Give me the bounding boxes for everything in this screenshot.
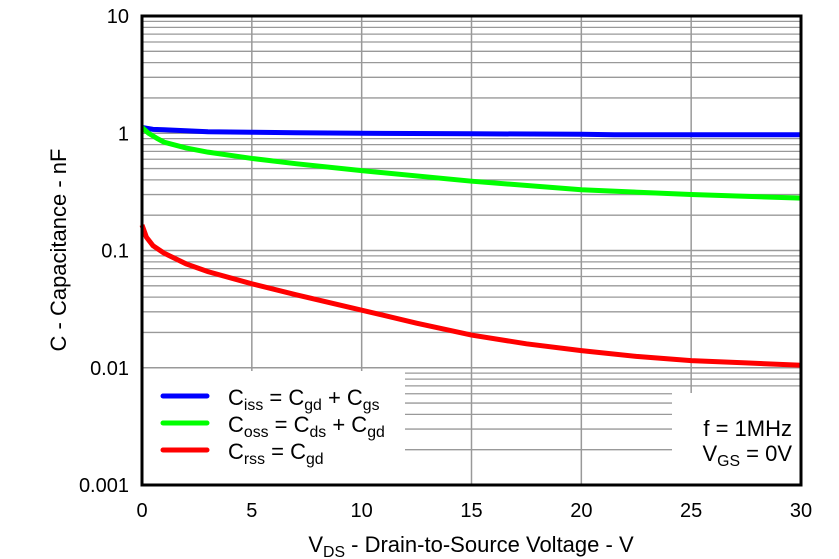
legend-box <box>143 371 405 484</box>
y-tick-label: 10 <box>107 6 129 28</box>
annotation-frequency: f = 1MHz <box>703 416 792 441</box>
series-lines <box>139 125 802 368</box>
x-axis-label: VDS - Drain-to-Source Voltage - V <box>308 532 634 559</box>
legend-label: Ciss = Cgd + Cgs <box>228 385 380 414</box>
annotation-vgs: VGS = 0V <box>702 441 792 470</box>
legend-label: Coss = Cds + Cgd <box>228 412 385 441</box>
legend-label: Crss = Cgd <box>228 439 324 468</box>
plot-frame <box>140 14 803 487</box>
x-tick-label: 30 <box>790 500 812 522</box>
x-tick-label: 25 <box>680 500 702 522</box>
y-tick-label: 1 <box>118 123 129 145</box>
x-tick-label: 5 <box>246 500 257 522</box>
x-tick-label: 0 <box>136 500 147 522</box>
y-tick-label: 0.1 <box>101 241 129 263</box>
x-tick-label: 10 <box>351 500 373 522</box>
tick-labels: 0 5 10 15 20 25 30 0.001 0.01 0.1 1 10 <box>79 6 812 522</box>
annotation-box <box>672 393 800 484</box>
series-line <box>141 125 801 138</box>
x-tick-label: 15 <box>460 500 482 522</box>
y-tick-label: 0.001 <box>79 475 129 497</box>
series-line <box>139 224 802 368</box>
y-axis-label: C - Capacitance - nF <box>46 149 71 352</box>
y-tick-label: 0.01 <box>90 358 129 380</box>
series-line <box>140 125 802 201</box>
x-tick-label: 20 <box>570 500 592 522</box>
